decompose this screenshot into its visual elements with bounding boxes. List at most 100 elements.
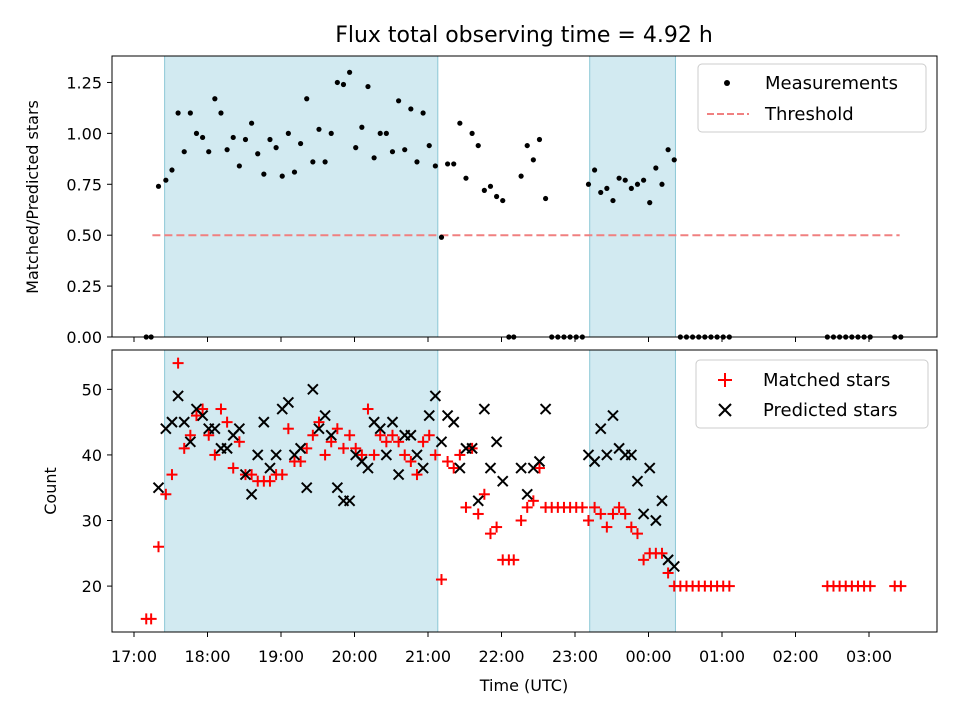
matched-star-point xyxy=(190,410,202,422)
matched-star-point xyxy=(197,403,209,415)
measurement-point xyxy=(163,177,169,183)
measurement-point xyxy=(371,155,377,161)
measurement-point xyxy=(402,147,408,153)
predicted-star-point xyxy=(650,514,662,527)
measurement-point xyxy=(334,79,340,86)
measurement-point xyxy=(169,167,175,173)
measurement-point xyxy=(340,81,347,88)
top-y-tick-label: 0.25 xyxy=(66,277,102,296)
chart-title: Flux total observing time = 4.92 h xyxy=(335,23,713,48)
measurement-point xyxy=(438,234,445,240)
matched-star-point xyxy=(448,462,460,474)
measurement-point xyxy=(181,149,187,155)
bottom-legend-box xyxy=(695,359,929,429)
matched-star-point xyxy=(631,528,643,540)
predicted-star-point xyxy=(343,495,356,507)
predicted-star-point xyxy=(429,390,442,402)
matched-star-point xyxy=(638,554,650,566)
observing-window-top-0 xyxy=(164,55,439,338)
matched-star-point xyxy=(227,462,239,474)
matched-star-point xyxy=(508,554,520,566)
matched-star-point xyxy=(362,403,374,415)
matched-star-point xyxy=(295,455,307,467)
measurement-point xyxy=(285,130,291,136)
matched-star-point xyxy=(282,423,294,435)
observing-windows-bottom xyxy=(164,349,676,633)
matched-star-point xyxy=(435,574,447,586)
predicted-star-point xyxy=(319,409,331,422)
measurement-point xyxy=(457,120,463,126)
top-y-tick-label: 0.50 xyxy=(66,226,102,245)
matched-star-point xyxy=(613,501,625,513)
measurement-point xyxy=(500,197,506,204)
x-tick-label: 01:00 xyxy=(699,647,745,666)
measurement-point xyxy=(279,173,285,179)
predicted-star-point xyxy=(294,442,307,455)
measurement-point xyxy=(224,147,230,153)
matched-star-point xyxy=(576,501,588,513)
matched-star-point xyxy=(589,501,601,513)
top-axes-frame xyxy=(111,55,938,338)
measurement-point xyxy=(255,151,261,157)
predicted-star-point xyxy=(515,462,527,474)
top-y-tick-label: 0.00 xyxy=(66,328,102,347)
bottom-legend: Matched stars Predicted stars xyxy=(695,359,929,429)
predicted-star-point xyxy=(325,429,337,441)
measurement-point xyxy=(236,163,242,169)
matched-star-point xyxy=(153,541,164,553)
predicted-star-point xyxy=(472,495,484,507)
matched-star-point xyxy=(331,423,343,435)
matched-star-point xyxy=(521,501,533,513)
measurement-point xyxy=(475,142,481,149)
measurement-point xyxy=(494,193,500,200)
measurement-point xyxy=(641,177,647,183)
measurement-point xyxy=(273,145,279,151)
measurement-point xyxy=(414,159,420,165)
matched-star-point xyxy=(233,436,245,448)
measurement-point xyxy=(481,187,487,193)
matched-star-point xyxy=(166,469,178,481)
measurement-point xyxy=(653,165,659,171)
matched-star-point xyxy=(411,469,423,481)
bottom-y-axis: 20 30 40 50 xyxy=(82,380,112,596)
x-tick-label: 03:00 xyxy=(846,647,892,666)
measurement-point xyxy=(218,110,224,116)
bottom-y-tick-label: 50 xyxy=(82,380,102,399)
measurement-point xyxy=(616,175,622,181)
predicted-star-point xyxy=(405,429,417,441)
matched-star-point xyxy=(723,580,735,592)
predicted-star-point xyxy=(233,422,246,435)
predicted-star-point xyxy=(484,462,497,474)
measurement-point xyxy=(451,161,457,167)
measurement-point xyxy=(543,195,549,202)
predicted-star-point xyxy=(392,468,405,481)
x-tick-label: 17:00 xyxy=(111,647,157,666)
matched-star-point xyxy=(319,449,331,461)
matched-stars-series xyxy=(140,357,907,625)
top-y-tick-label: 1.25 xyxy=(66,73,102,92)
matched-star-point xyxy=(145,613,157,625)
matched-star-point xyxy=(582,515,594,527)
predicted-star-point xyxy=(264,462,276,474)
measurement-point xyxy=(469,130,475,136)
matched-star-point xyxy=(313,416,325,428)
measurement-point xyxy=(530,157,536,163)
measurement-point xyxy=(445,161,451,167)
predicted-star-point xyxy=(380,449,393,461)
predicted-star-point xyxy=(644,462,656,474)
predicted-star-point xyxy=(423,409,435,422)
observing-window-bottom-0 xyxy=(164,349,439,633)
measurement-point xyxy=(610,197,616,204)
measurement-point xyxy=(622,177,628,183)
measurement-point xyxy=(206,149,212,155)
measurement-point xyxy=(634,181,641,187)
matched-star-point xyxy=(356,449,368,461)
x-tick-label: 21:00 xyxy=(405,647,451,666)
bottom-x-axis: 17:00 18:00 19:00 20:00 21:00 22:00 23:00 00:00… xyxy=(111,632,892,666)
measurement-point xyxy=(604,185,610,191)
measurement-point xyxy=(389,149,396,155)
predicted-star-point xyxy=(282,396,295,409)
top-legend: Measurements Threshold xyxy=(697,63,927,133)
